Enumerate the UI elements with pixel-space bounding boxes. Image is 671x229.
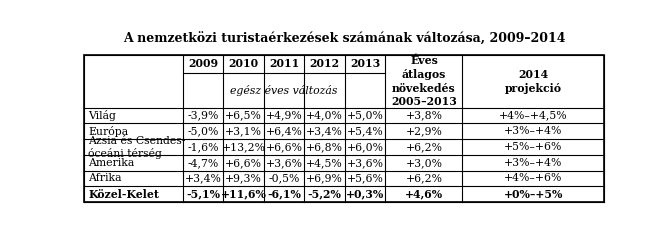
Text: Világ: Világ: [88, 110, 116, 121]
Text: +3,0%: +3,0%: [405, 158, 442, 168]
Text: 2013: 2013: [350, 58, 380, 69]
Text: +3,1%: +3,1%: [225, 126, 262, 136]
Text: egész éves változás: egész éves változás: [230, 85, 338, 96]
Text: A nemzetközi turistaérkezések számának változása, 2009–2014: A nemzetközi turistaérkezések számának v…: [123, 33, 565, 46]
Text: +5,0%: +5,0%: [347, 111, 384, 121]
Text: -5,2%: -5,2%: [308, 189, 342, 200]
Text: +6,2%: +6,2%: [405, 173, 442, 183]
Text: Éves
átlagos
növekedés
2005–2013: Éves átlagos növekedés 2005–2013: [391, 55, 457, 107]
Text: +6,9%: +6,9%: [306, 173, 343, 183]
Text: Ázsia és Csendes-
óceáni térség: Ázsia és Csendes- óceáni térség: [88, 135, 185, 159]
Text: +4%–+4,5%: +4%–+4,5%: [499, 111, 568, 121]
Text: +4%–+6%: +4%–+6%: [504, 173, 562, 183]
Text: -1,6%: -1,6%: [187, 142, 219, 152]
Text: +2,9%: +2,9%: [405, 126, 442, 136]
Text: 2014
projekció: 2014 projekció: [505, 69, 562, 94]
Text: +5%–+6%: +5%–+6%: [504, 142, 562, 152]
Text: +3,8%: +3,8%: [405, 111, 442, 121]
Text: +6,0%: +6,0%: [347, 142, 384, 152]
Text: +5,6%: +5,6%: [347, 173, 384, 183]
Text: +4,0%: +4,0%: [306, 111, 343, 121]
Text: +3,4%: +3,4%: [185, 173, 221, 183]
Bar: [84, 55, 604, 202]
Text: -4,7%: -4,7%: [187, 158, 219, 168]
Text: 2011: 2011: [269, 58, 299, 69]
Text: +13,2%: +13,2%: [221, 142, 266, 152]
Text: +9,3%: +9,3%: [225, 173, 262, 183]
Text: -0,5%: -0,5%: [268, 173, 300, 183]
Text: +11,6%: +11,6%: [221, 189, 266, 200]
Text: +3%–+4%: +3%–+4%: [504, 158, 562, 168]
Text: +3%–+4%: +3%–+4%: [504, 126, 562, 136]
Text: +3,6%: +3,6%: [347, 158, 384, 168]
Text: Európa: Európa: [88, 126, 128, 137]
Text: Amerika: Amerika: [88, 158, 134, 168]
Text: +6,5%: +6,5%: [225, 111, 262, 121]
Text: +4,5%: +4,5%: [306, 158, 343, 168]
Text: +3,4%: +3,4%: [306, 126, 343, 136]
Text: +0%–+5%: +0%–+5%: [503, 189, 563, 200]
Text: +4,6%: +4,6%: [405, 189, 443, 200]
Text: -5,1%: -5,1%: [186, 189, 220, 200]
Text: Közel-Kelet: Közel-Kelet: [88, 189, 159, 200]
Text: -5,0%: -5,0%: [187, 126, 219, 136]
Text: +0,3%: +0,3%: [346, 189, 384, 200]
Text: +6,6%: +6,6%: [266, 142, 303, 152]
Text: +6,2%: +6,2%: [405, 142, 442, 152]
Text: +6,6%: +6,6%: [225, 158, 262, 168]
Text: +6,4%: +6,4%: [266, 126, 303, 136]
Text: 2009: 2009: [188, 58, 218, 69]
Text: +4,9%: +4,9%: [266, 111, 303, 121]
Text: 2010: 2010: [228, 58, 258, 69]
Text: 2012: 2012: [309, 58, 340, 69]
Text: +5,4%: +5,4%: [347, 126, 384, 136]
Text: +6,8%: +6,8%: [306, 142, 343, 152]
Text: Afrika: Afrika: [88, 173, 121, 183]
Text: -3,9%: -3,9%: [187, 111, 219, 121]
Text: -6,1%: -6,1%: [267, 189, 301, 200]
Text: +3,6%: +3,6%: [266, 158, 303, 168]
